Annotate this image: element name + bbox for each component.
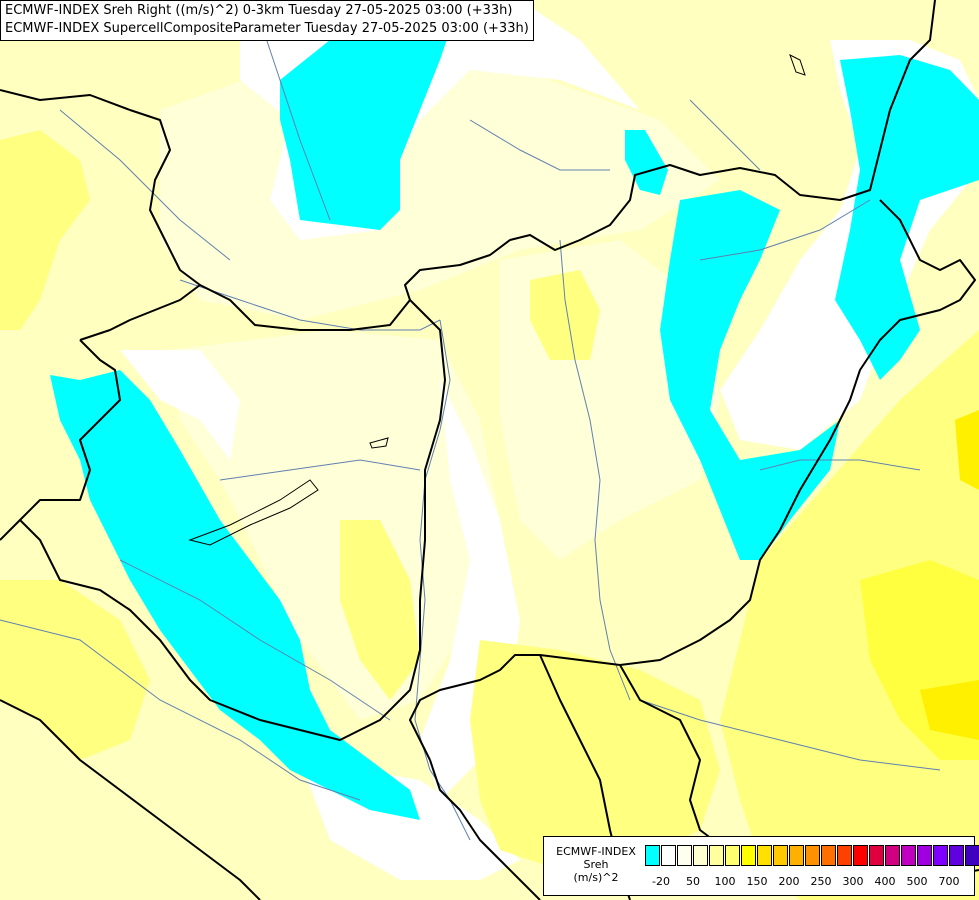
legend-swatch — [677, 845, 692, 866]
legend-swatch — [965, 845, 979, 866]
field-yellow-mid — [340, 520, 420, 700]
legend-tick-label: -20 — [652, 875, 670, 888]
field-cyan-north — [280, 0, 460, 230]
field-yellow-south — [470, 640, 720, 870]
legend-tick-label: 200 — [778, 875, 800, 888]
field-yellow-southwest — [0, 580, 150, 760]
legend-swatch — [821, 845, 836, 866]
legend-swatch — [853, 845, 868, 866]
legend-ticks: -20 50 100 150 200 250 300 400 500 700 — [645, 875, 975, 889]
legend-swatch — [869, 845, 884, 866]
field-cyan-northeast — [835, 55, 979, 380]
legend-swatch — [709, 845, 724, 866]
legend-swatch — [789, 845, 804, 866]
legend-tick-label: 50 — [686, 875, 700, 888]
legend-tick-label: 700 — [938, 875, 960, 888]
field-orange-se — [920, 680, 979, 740]
legend-swatch — [805, 845, 820, 866]
map-title-line-1: ECMWF-INDEX Sreh Right ((m/s)^2) 0-3km T… — [5, 3, 513, 18]
legend-subtitle: Sreh — [583, 858, 609, 871]
field-cyan-east — [660, 190, 840, 560]
legend-swatch — [741, 845, 756, 866]
legend-tick-label: 100 — [714, 875, 736, 888]
field-cyan-small-north — [625, 130, 668, 195]
lake-small-2 — [789, 53, 806, 76]
legend-swatch — [949, 845, 964, 866]
legend-swatch — [645, 845, 660, 866]
legend-swatch — [901, 845, 916, 866]
lake-balaton — [188, 479, 319, 546]
field-pale-center — [170, 330, 500, 720]
legend-tick-label: 150 — [746, 875, 768, 888]
legend-tick-label: 500 — [906, 875, 928, 888]
legend-swatches — [645, 845, 979, 866]
legend-swatch — [885, 845, 900, 866]
legend-tick-label: 300 — [842, 875, 864, 888]
lake-small-1 — [369, 437, 389, 449]
legend-title: ECMWF-INDEX — [556, 845, 636, 858]
map-title-line-2: ECMWF-INDEX SupercellCompositeParameter … — [5, 21, 529, 36]
field-yellow-west — [0, 130, 90, 330]
legend-unit: (m/s)^2 — [573, 871, 619, 884]
legend-swatch — [757, 845, 772, 866]
field-orange-east-edge — [955, 410, 979, 490]
legend-swatch — [725, 845, 740, 866]
legend-swatch — [693, 845, 708, 866]
legend-swatch — [661, 845, 676, 866]
field-white-west — [120, 350, 240, 460]
map-title-box: ECMWF-INDEX Sreh Right ((m/s)^2) 0-3km T… — [0, 0, 534, 41]
field-yellow-center — [530, 270, 600, 360]
color-legend: ECMWF-INDEX Sreh (m/s)^2 -20 50 100 150 200 2… — [543, 836, 979, 896]
field-cyan-west — [50, 370, 420, 820]
legend-tick-label: 400 — [874, 875, 896, 888]
legend-swatch — [773, 845, 788, 866]
legend-tick-label: 250 — [810, 875, 832, 888]
legend-swatch — [917, 845, 932, 866]
legend-swatch — [933, 845, 948, 866]
legend-swatch — [837, 845, 852, 866]
field-yellow-southeast — [720, 330, 979, 900]
